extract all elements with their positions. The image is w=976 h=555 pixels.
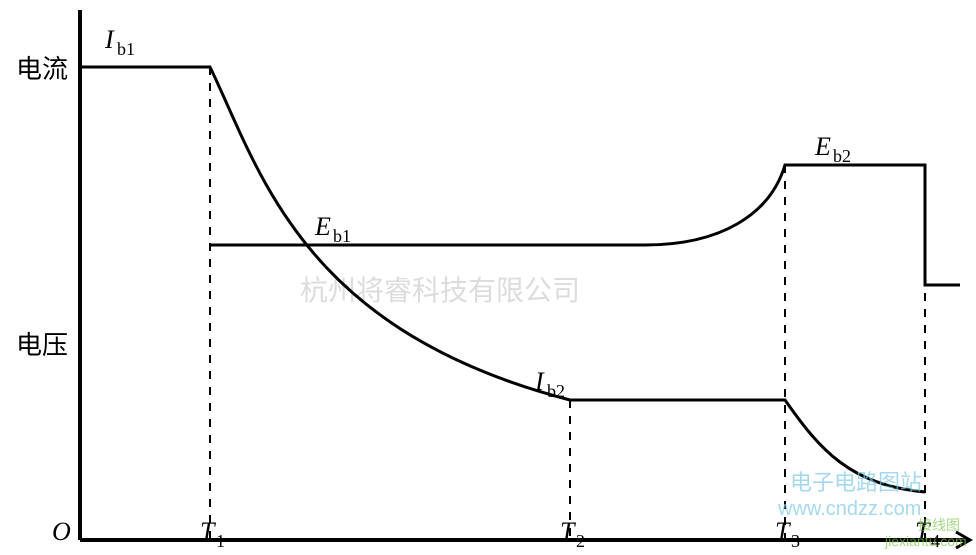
- series-label-Ib1: I b1: [104, 25, 135, 59]
- svg-text:E: E: [314, 212, 331, 241]
- svg-text:b2: b2: [833, 146, 851, 166]
- svg-text:T: T: [560, 517, 576, 546]
- watermark-site-url: www.cndzz.com: [777, 498, 921, 520]
- watermark-site-cn: 电子电路图站: [790, 470, 922, 495]
- svg-text:1: 1: [216, 531, 225, 551]
- svg-text:3: 3: [791, 531, 800, 551]
- svg-text:b2: b2: [547, 381, 565, 401]
- y-label-voltage: 电压: [16, 331, 68, 360]
- svg-text:b1: b1: [117, 39, 135, 59]
- watermark-jiexiantu-cn: 接线图: [918, 517, 960, 533]
- svg-text:I: I: [534, 367, 545, 396]
- y-label-current: 电流: [16, 55, 68, 84]
- watermark-company: 杭州将睿科技有限公司: [300, 275, 580, 307]
- svg-text:2: 2: [576, 531, 585, 551]
- x-tick-T1: T 1: [200, 517, 225, 551]
- svg-text:T: T: [775, 517, 791, 546]
- svg-text:I: I: [104, 25, 115, 54]
- svg-text:T: T: [200, 517, 216, 546]
- series-label-Eb2: E b2: [814, 132, 851, 166]
- series-label-Ib2: I b2: [534, 367, 565, 401]
- x-tick-T3: T 3: [775, 517, 800, 551]
- series-label-Eb1: E b1: [314, 212, 351, 246]
- origin-label: O: [52, 517, 71, 546]
- battery-charge-curve-chart: 杭州将睿科技有限公司 电流 电压 O I b1 E b1 I b2 E b2 T…: [0, 0, 976, 555]
- svg-text:E: E: [814, 132, 831, 161]
- watermark-jiexiantu-url: jiexiantu.com: [884, 533, 967, 549]
- svg-text:b1: b1: [333, 226, 351, 246]
- x-tick-T2: T 2: [560, 517, 585, 551]
